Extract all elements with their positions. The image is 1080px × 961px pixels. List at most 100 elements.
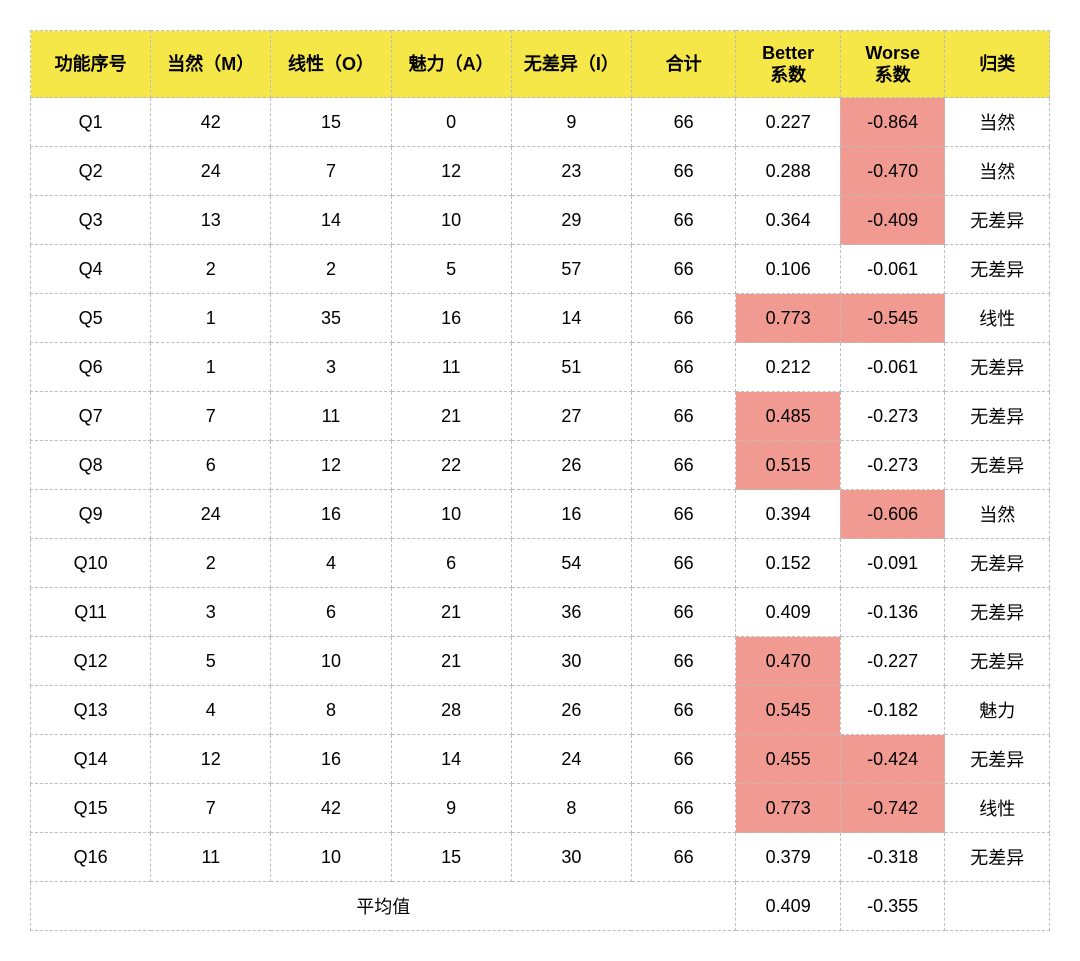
- cell-better: 0.364: [736, 196, 841, 245]
- cell-m: 1: [151, 294, 271, 343]
- cell-better: 0.394: [736, 490, 841, 539]
- col-header-m: 当然（M）: [151, 31, 271, 98]
- col-header-better: Better系数: [736, 31, 841, 98]
- cell-i: 9: [511, 98, 631, 147]
- cell-i: 57: [511, 245, 631, 294]
- cell-o: 11: [271, 392, 391, 441]
- table-row: Q1412161424660.455-0.424无差异: [31, 735, 1050, 784]
- cell-cat: 无差异: [945, 539, 1050, 588]
- cell-cat: 无差异: [945, 833, 1050, 882]
- cell-o: 35: [271, 294, 391, 343]
- cell-better: 0.288: [736, 147, 841, 196]
- cell-a: 14: [391, 735, 511, 784]
- cell-m: 6: [151, 441, 271, 490]
- table-row: Q1421509660.227-0.864当然: [31, 98, 1050, 147]
- cell-m: 2: [151, 245, 271, 294]
- cell-total: 66: [631, 539, 736, 588]
- cell-total: 66: [631, 441, 736, 490]
- table-row: Q6131151660.212-0.061无差异: [31, 343, 1050, 392]
- cell-o: 3: [271, 343, 391, 392]
- cell-better: 0.212: [736, 343, 841, 392]
- cell-o: 4: [271, 539, 391, 588]
- table-row: Q924161016660.394-0.606当然: [31, 490, 1050, 539]
- cell-a: 10: [391, 490, 511, 539]
- cell-cat: 线性: [945, 294, 1050, 343]
- table-row: Q51351614660.773-0.545线性: [31, 294, 1050, 343]
- average-label: 平均值: [31, 882, 736, 931]
- average-better: 0.409: [736, 882, 841, 931]
- cell-total: 66: [631, 392, 736, 441]
- cell-id: Q15: [31, 784, 151, 833]
- cell-total: 66: [631, 784, 736, 833]
- cell-total: 66: [631, 294, 736, 343]
- cell-worse: -0.742: [840, 784, 945, 833]
- cell-cat: 无差异: [945, 637, 1050, 686]
- cell-total: 66: [631, 98, 736, 147]
- cell-i: 27: [511, 392, 631, 441]
- cell-i: 29: [511, 196, 631, 245]
- cell-worse: -0.864: [840, 98, 945, 147]
- average-blank: [945, 882, 1050, 931]
- cell-id: Q8: [31, 441, 151, 490]
- cell-better: 0.455: [736, 735, 841, 784]
- cell-id: Q14: [31, 735, 151, 784]
- cell-cat: 无差异: [945, 196, 1050, 245]
- cell-a: 5: [391, 245, 511, 294]
- average-row: 平均值0.409-0.355: [31, 882, 1050, 931]
- cell-worse: -0.273: [840, 441, 945, 490]
- cell-i: 54: [511, 539, 631, 588]
- cell-a: 9: [391, 784, 511, 833]
- cell-id: Q9: [31, 490, 151, 539]
- cell-cat: 无差异: [945, 245, 1050, 294]
- cell-better: 0.470: [736, 637, 841, 686]
- cell-o: 8: [271, 686, 391, 735]
- cell-id: Q7: [31, 392, 151, 441]
- cell-worse: -0.470: [840, 147, 945, 196]
- cell-m: 13: [151, 196, 271, 245]
- cell-m: 7: [151, 392, 271, 441]
- cell-id: Q10: [31, 539, 151, 588]
- cell-a: 22: [391, 441, 511, 490]
- cell-a: 10: [391, 196, 511, 245]
- cell-total: 66: [631, 147, 736, 196]
- table-row: Q313141029660.364-0.409无差异: [31, 196, 1050, 245]
- table-row: Q1611101530660.379-0.318无差异: [31, 833, 1050, 882]
- cell-a: 21: [391, 392, 511, 441]
- col-header-cat: 归类: [945, 31, 1050, 98]
- cell-i: 24: [511, 735, 631, 784]
- cell-o: 7: [271, 147, 391, 196]
- cell-m: 1: [151, 343, 271, 392]
- cell-id: Q1: [31, 98, 151, 147]
- cell-cat: 当然: [945, 98, 1050, 147]
- cell-worse: -0.061: [840, 343, 945, 392]
- cell-cat: 线性: [945, 784, 1050, 833]
- col-header-worse: Worse系数: [840, 31, 945, 98]
- cell-m: 24: [151, 147, 271, 196]
- cell-better: 0.515: [736, 441, 841, 490]
- cell-total: 66: [631, 343, 736, 392]
- table-row: Q13482826660.545-0.182魅力: [31, 686, 1050, 735]
- cell-a: 21: [391, 588, 511, 637]
- cell-worse: -0.318: [840, 833, 945, 882]
- cell-i: 23: [511, 147, 631, 196]
- cell-a: 11: [391, 343, 511, 392]
- table-row: Q1024654660.152-0.091无差异: [31, 539, 1050, 588]
- cell-worse: -0.136: [840, 588, 945, 637]
- cell-total: 66: [631, 686, 736, 735]
- cell-total: 66: [631, 245, 736, 294]
- table-row: Q22471223660.288-0.470当然: [31, 147, 1050, 196]
- col-header-a: 魅力（A）: [391, 31, 511, 98]
- cell-id: Q11: [31, 588, 151, 637]
- table-row: Q422557660.106-0.061无差异: [31, 245, 1050, 294]
- kano-table: 功能序号当然（M）线性（O）魅力（A）无差异（I）合计Better系数Worse…: [30, 30, 1050, 931]
- cell-m: 3: [151, 588, 271, 637]
- cell-m: 4: [151, 686, 271, 735]
- cell-worse: -0.606: [840, 490, 945, 539]
- cell-i: 26: [511, 441, 631, 490]
- col-header-total: 合计: [631, 31, 736, 98]
- table-row: Q11362136660.409-0.136无差异: [31, 588, 1050, 637]
- cell-worse: -0.227: [840, 637, 945, 686]
- cell-o: 16: [271, 490, 391, 539]
- cell-cat: 无差异: [945, 343, 1050, 392]
- cell-worse: -0.273: [840, 392, 945, 441]
